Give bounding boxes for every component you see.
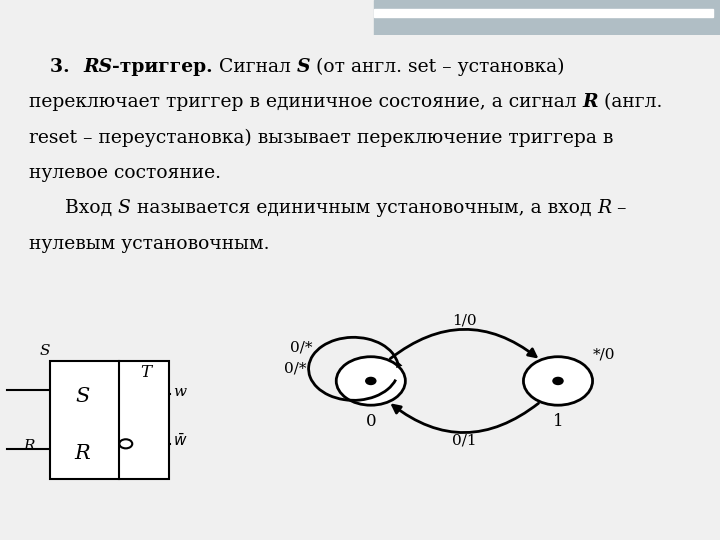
Text: 0/*: 0/*: [284, 362, 306, 376]
Circle shape: [523, 357, 593, 405]
Text: Вход: Вход: [65, 199, 118, 217]
Text: 0: 0: [366, 413, 376, 430]
Text: reset – переустановка) вызывает переключение триггера в: reset – переустановка) вызывает переключ…: [29, 129, 613, 147]
Text: переключает триггер в единичное состояние, а сигнал: переключает триггер в единичное состояни…: [29, 93, 582, 111]
Text: (англ.: (англ.: [598, 93, 662, 111]
Text: T: T: [140, 364, 151, 381]
FancyArrowPatch shape: [396, 361, 402, 368]
Bar: [374, 9, 713, 17]
Text: R: R: [582, 93, 598, 111]
Text: S: S: [118, 199, 131, 217]
Text: 1: 1: [553, 413, 563, 430]
FancyArrowPatch shape: [390, 329, 536, 359]
Text: 0/*: 0/*: [290, 340, 313, 354]
Circle shape: [553, 377, 563, 384]
Text: $\bar{w}$: $\bar{w}$: [174, 433, 188, 449]
Text: нулевым установочным.: нулевым установочным.: [29, 234, 269, 253]
Text: (от англ. set – установка): (от англ. set – установка): [310, 58, 564, 76]
Text: S: S: [76, 387, 89, 406]
Text: 3.: 3.: [50, 58, 83, 76]
Text: R: R: [598, 199, 611, 217]
Text: w: w: [174, 386, 186, 400]
Bar: [374, 0, 720, 35]
Text: RS: RS: [83, 58, 112, 76]
Text: R: R: [75, 444, 90, 463]
Text: 0/1: 0/1: [452, 434, 477, 448]
Bar: [50, 361, 169, 480]
Text: S: S: [40, 344, 50, 358]
Text: нулевое состояние.: нулевое состояние.: [29, 164, 221, 182]
Text: называется единичным установочным, а вход: называется единичным установочным, а вхо…: [131, 199, 598, 217]
Text: -триггер.: -триггер.: [112, 58, 213, 76]
Text: Сигнал: Сигнал: [213, 58, 297, 76]
Text: –: –: [611, 199, 627, 217]
Text: S: S: [297, 58, 310, 76]
Text: */0: */0: [593, 347, 615, 361]
Circle shape: [336, 357, 405, 405]
FancyArrowPatch shape: [392, 403, 539, 433]
Circle shape: [366, 377, 376, 384]
Text: R: R: [23, 439, 35, 453]
Text: 1/0: 1/0: [452, 314, 477, 328]
